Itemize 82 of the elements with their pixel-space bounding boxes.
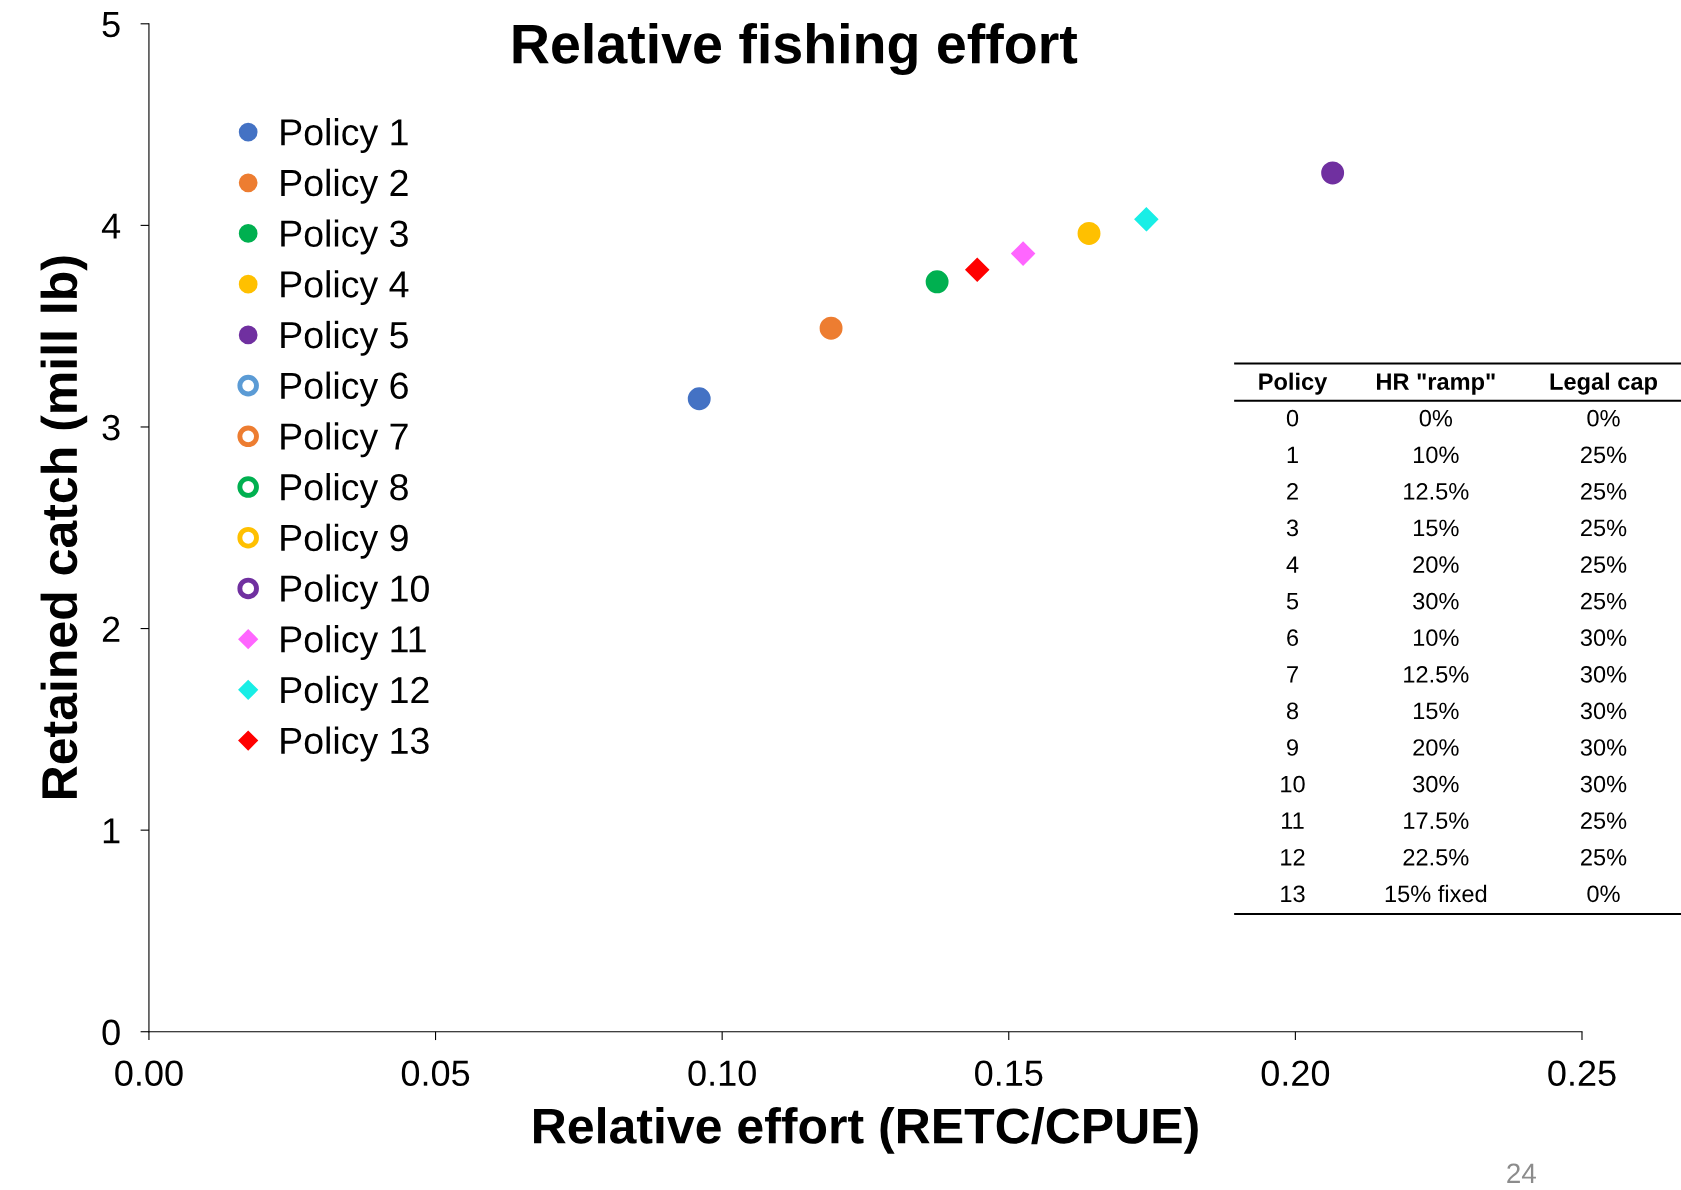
annotation: 7	[1287, 666, 1298, 683]
annotation: 25%	[1581, 556, 1627, 573]
annotation: 15%	[1413, 519, 1459, 537]
annotation: 9	[1287, 739, 1298, 756]
y-tick-label: 1	[103, 818, 120, 844]
x-tick-label: 0.25	[1548, 1060, 1616, 1087]
annotation: 0%	[1419, 409, 1453, 427]
point	[965, 257, 990, 282]
annotation: 15% fixed	[1385, 884, 1487, 903]
x-tick-label: 0.10	[688, 1060, 756, 1087]
legend-label: Policy 12	[281, 675, 429, 711]
legend-label: Policy 2	[281, 168, 408, 204]
point	[819, 316, 843, 340]
y-tick-label: 2	[102, 616, 120, 642]
point	[1134, 207, 1159, 232]
annotation: 17.5%	[1404, 812, 1469, 830]
annotation: 11	[1282, 812, 1304, 829]
legend-label: Policy 11	[281, 625, 426, 661]
annotation: 0	[1286, 409, 1299, 427]
annotation: 15%	[1413, 702, 1459, 720]
y-tick-label: 3	[102, 414, 120, 441]
legend-label: Policy 5	[281, 320, 408, 356]
annotation: 5	[1286, 593, 1299, 610]
annotation: 30%	[1580, 775, 1627, 793]
annotation: 22.5%	[1403, 848, 1469, 866]
annotation: 30%	[1413, 775, 1459, 793]
x-tick-label: 0.00	[115, 1060, 183, 1087]
annotation: 10%	[1413, 446, 1459, 464]
annotation: 30%	[1580, 702, 1627, 720]
annotation: 30%	[1580, 739, 1627, 756]
annotation: 12	[1281, 848, 1305, 866]
legend-label: Policy 6	[281, 371, 408, 407]
annotation: 8	[1286, 702, 1299, 720]
annotation: 20%	[1413, 556, 1459, 573]
legend-label: Policy 7	[281, 422, 408, 458]
text: 0%	[1587, 885, 1620, 903]
annotation: 25%	[1581, 519, 1627, 537]
annotation: HR "ramp"	[1377, 373, 1495, 395]
point	[925, 270, 949, 294]
y-tick-label: 5	[102, 12, 120, 38]
point	[1321, 161, 1345, 185]
point	[687, 387, 711, 411]
annotation: 12.5%	[1404, 665, 1469, 683]
point	[1077, 221, 1101, 245]
annotation: 30%	[1413, 592, 1459, 610]
legend-label: Policy 9	[281, 523, 408, 559]
legend-label: Policy 3	[281, 219, 408, 255]
annotation: 25%	[1581, 812, 1627, 830]
annotation: 2	[1287, 483, 1298, 500]
annotation: 6	[1287, 629, 1299, 647]
annotation: 1	[1287, 446, 1298, 463]
x-tick-label: 0.20	[1261, 1060, 1330, 1087]
annotation: 13	[1281, 885, 1305, 903]
annotation: 25%	[1581, 848, 1627, 866]
text: 0%	[1587, 409, 1620, 427]
annotation: 12.5%	[1404, 483, 1469, 500]
annotation: Policy	[1259, 372, 1328, 395]
annotation: 25%	[1581, 483, 1627, 500]
y-tick-label: 0	[102, 1019, 120, 1046]
annotation: 4	[1286, 556, 1299, 573]
annotation: 10%	[1413, 629, 1459, 647]
annotation: 10	[1281, 775, 1305, 793]
annotation: 25%	[1581, 592, 1627, 610]
legend-label: Policy 4	[281, 270, 409, 306]
x-tick-label: 0.15	[975, 1060, 1043, 1087]
annotation: Legal cap	[1550, 372, 1657, 395]
annotation: 30%	[1580, 629, 1627, 647]
x-axis-title: Relative effort (RETC/CPUE)	[534, 1107, 1198, 1154]
y-axis-title: Retained catch (mill lb)	[40, 256, 88, 799]
annotation: 25%	[1581, 446, 1627, 464]
annotation: 20%	[1413, 739, 1459, 756]
y-tick-label: 4	[101, 213, 121, 239]
x-tick-label: 0.05	[401, 1060, 470, 1087]
legend-label: Policy 8	[281, 472, 408, 508]
legend-label: Policy 13	[281, 726, 429, 762]
legend-label: Policy 1	[281, 118, 408, 153]
chart-title: Relative fishing effort	[513, 22, 1078, 76]
legend-label: Policy 10	[281, 574, 429, 610]
annotation: 30%	[1580, 665, 1627, 683]
annotation: 3	[1286, 519, 1299, 537]
point	[1011, 241, 1035, 266]
text: 24	[1507, 1163, 1536, 1183]
